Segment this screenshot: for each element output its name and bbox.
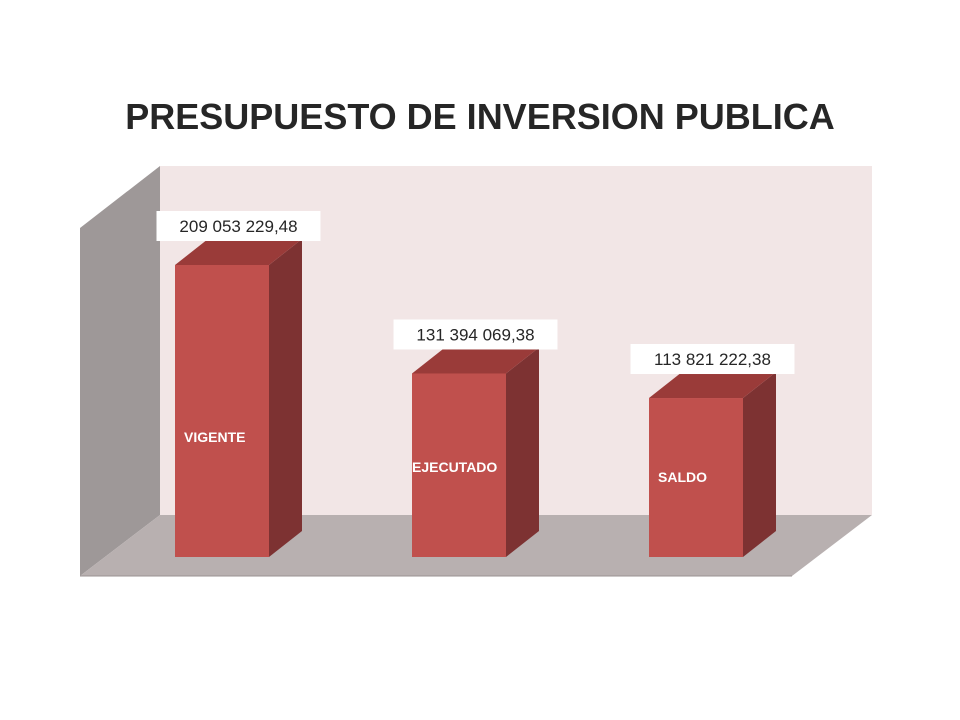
bars-layer: VIGENTE 209 053 229,48 EJECUTADO 131 394 06… bbox=[156, 211, 795, 557]
bar-side bbox=[269, 239, 302, 557]
value-label-box bbox=[393, 319, 558, 350]
side-wall bbox=[80, 166, 160, 576]
value-label-box bbox=[156, 211, 321, 241]
bar-vigente: VIGENTE 209 053 229,48 bbox=[156, 211, 321, 557]
bar-top bbox=[412, 347, 539, 374]
bar-ejecutado: EJECUTADO 131 394 069,38 bbox=[393, 319, 558, 557]
value-label: 131 394 069,38 bbox=[416, 325, 534, 344]
bar-top bbox=[175, 239, 302, 265]
category-label: SALDO bbox=[658, 469, 707, 485]
value-label: 209 053 229,48 bbox=[179, 217, 297, 236]
bar-saldo: SALDO 113 821 222,38 bbox=[630, 344, 795, 557]
bar-side bbox=[506, 347, 539, 557]
chart-title: PRESUPUESTO DE INVERSION PUBLICA bbox=[125, 96, 835, 137]
category-label: EJECUTADO bbox=[412, 459, 497, 475]
bar-top bbox=[649, 372, 776, 399]
bar-front bbox=[412, 373, 506, 557]
value-label-box bbox=[630, 344, 795, 375]
category-label: VIGENTE bbox=[184, 429, 245, 445]
bar-front bbox=[649, 398, 743, 557]
value-label: 113 821 222,38 bbox=[654, 350, 771, 369]
bar-front bbox=[175, 265, 269, 557]
bar-side bbox=[743, 372, 776, 557]
